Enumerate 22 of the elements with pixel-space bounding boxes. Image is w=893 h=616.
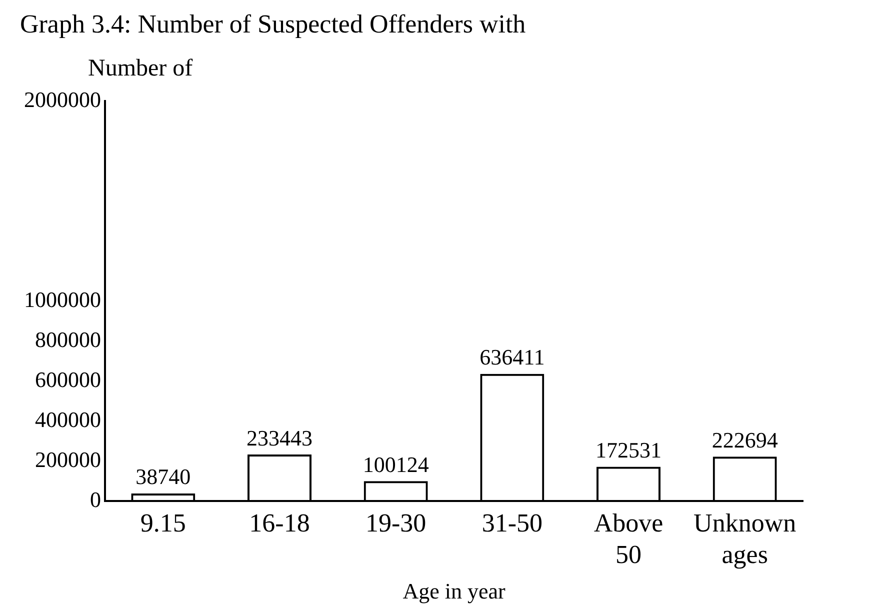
y-tick-label: 800000 xyxy=(35,326,101,352)
x-tick-label: 31-50 xyxy=(482,508,543,538)
x-tick-label: 9.15 xyxy=(140,508,186,538)
data-label: 100124 xyxy=(362,452,429,477)
y-tick-label: 0 xyxy=(90,486,101,512)
data-label: 636411 xyxy=(480,344,545,370)
data-label: 172531 xyxy=(596,437,662,462)
y-tick-label: 400000 xyxy=(35,406,101,432)
x-axis-title: Age in year xyxy=(402,578,506,604)
data-label: 233443 xyxy=(246,425,312,450)
chart-title: Graph 3.4: Number of Suspected Offenders with xyxy=(20,9,526,38)
y-tick-label: 600000 xyxy=(35,366,101,392)
data-label: 222694 xyxy=(712,427,778,452)
y-axis-title: Number of xyxy=(88,55,193,82)
y-tick-label: 1000000 xyxy=(24,286,101,312)
y-tick-label: 200000 xyxy=(35,446,101,472)
x-tick-label: Unknown ages xyxy=(694,508,796,569)
y-tick-label: 2000000 xyxy=(24,86,101,112)
x-tick-label: 16-18 xyxy=(249,508,310,538)
x-tick-label: Above 50 xyxy=(594,508,664,569)
x-tick-label: 19-30 xyxy=(365,508,426,538)
data-label: 38740 xyxy=(136,464,191,490)
